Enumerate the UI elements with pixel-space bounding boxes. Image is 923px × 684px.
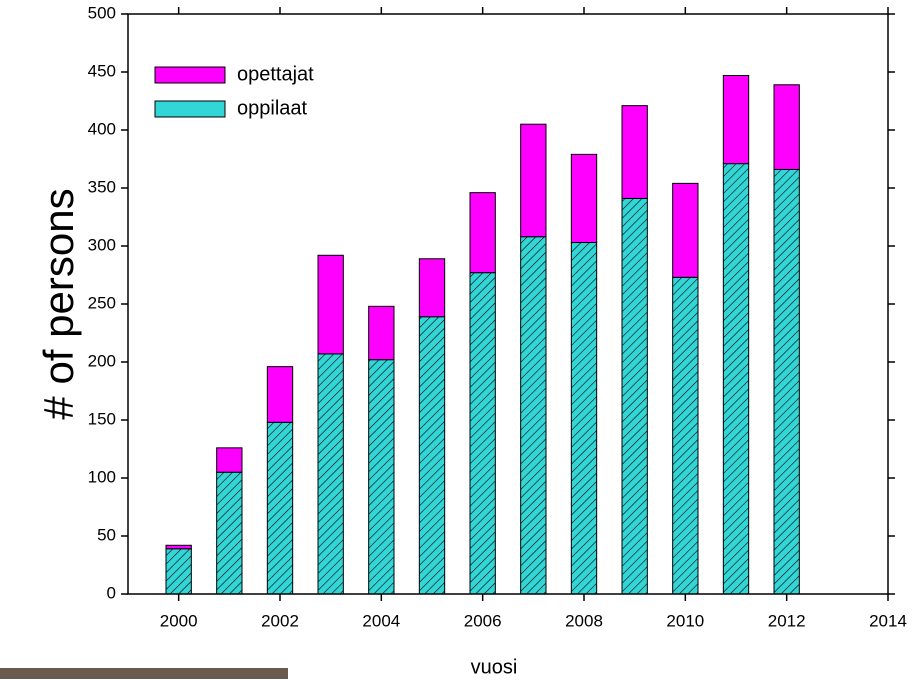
bar-segment bbox=[571, 243, 596, 594]
bar-segment bbox=[774, 85, 799, 170]
bar-segment bbox=[673, 277, 698, 594]
legend-swatch bbox=[155, 101, 225, 117]
y-tick-label: 50 bbox=[97, 525, 116, 544]
bar-segment bbox=[470, 273, 495, 594]
bar-segment bbox=[369, 306, 394, 359]
bar-segment bbox=[267, 422, 292, 594]
bar-segment bbox=[166, 545, 191, 548]
bar-segment bbox=[419, 317, 444, 594]
x-tick-label: 2000 bbox=[160, 611, 198, 630]
x-axis-label: vuosi bbox=[471, 656, 518, 678]
bar-segment bbox=[723, 164, 748, 594]
legend-label: oppilaat bbox=[237, 97, 308, 119]
bar-segment bbox=[470, 193, 495, 273]
bar-segment bbox=[622, 198, 647, 594]
bar-segment bbox=[622, 106, 647, 199]
bar-segment bbox=[369, 360, 394, 594]
y-tick-label: 450 bbox=[88, 61, 116, 80]
y-tick-label: 300 bbox=[88, 235, 116, 254]
legend-label: opettajat bbox=[237, 63, 314, 85]
y-tick-label: 250 bbox=[88, 293, 116, 312]
legend-swatch bbox=[155, 67, 225, 83]
bar-segment bbox=[673, 183, 698, 277]
bar-segment bbox=[318, 354, 343, 594]
bar-segment bbox=[774, 169, 799, 594]
bar-segment bbox=[521, 237, 546, 594]
bar-segment bbox=[521, 124, 546, 237]
y-tick-label: 150 bbox=[88, 409, 116, 428]
y-tick-label: 500 bbox=[88, 3, 116, 22]
bar-segment bbox=[267, 367, 292, 423]
x-tick-label: 2010 bbox=[666, 611, 704, 630]
x-tick-label: 2004 bbox=[362, 611, 400, 630]
x-tick-label: 2008 bbox=[565, 611, 603, 630]
photo-fragment bbox=[0, 668, 288, 679]
y-tick-label: 200 bbox=[88, 351, 116, 370]
y-tick-label: 400 bbox=[88, 119, 116, 138]
bar-segment bbox=[571, 154, 596, 242]
x-tick-label: 2014 bbox=[869, 611, 907, 630]
x-tick-label: 2006 bbox=[464, 611, 502, 630]
x-tick-label: 2012 bbox=[768, 611, 806, 630]
bar-segment bbox=[318, 255, 343, 354]
bar-segment bbox=[419, 259, 444, 317]
bar-segment bbox=[217, 448, 242, 472]
chart: vuosi # of persons 0 50 100 150 200 250 300 350… bbox=[0, 0, 923, 679]
y-tick-label: 0 bbox=[107, 583, 116, 602]
bar-segment bbox=[723, 75, 748, 163]
x-tick-label: 2002 bbox=[261, 611, 299, 630]
bar-segment bbox=[166, 549, 191, 594]
bar-segment bbox=[217, 472, 242, 594]
y-axis-label: # of persons bbox=[35, 188, 82, 419]
y-tick-label: 100 bbox=[88, 467, 116, 486]
y-tick-label: 350 bbox=[88, 177, 116, 196]
